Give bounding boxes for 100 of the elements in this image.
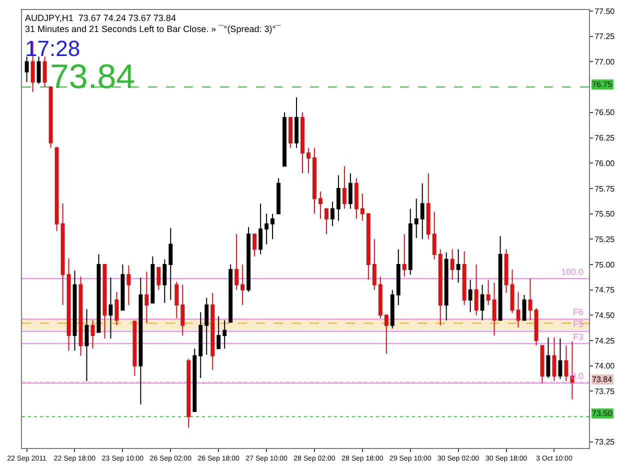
candlestick xyxy=(552,336,556,382)
candlestick xyxy=(108,277,113,339)
y-tick-label: 77.00 xyxy=(594,58,616,67)
candlestick xyxy=(66,258,71,352)
candlestick xyxy=(366,213,370,280)
candlestick xyxy=(186,358,191,428)
candlestick xyxy=(504,248,508,294)
candlestick xyxy=(36,56,41,85)
candlestick xyxy=(318,190,322,220)
candlestick xyxy=(192,348,197,412)
candlestick xyxy=(354,178,358,220)
y-tick-label: 77.25 xyxy=(594,32,616,42)
candlestick xyxy=(384,314,388,354)
candlestick xyxy=(270,213,274,240)
candlestick xyxy=(360,193,364,222)
candlestick xyxy=(348,172,352,210)
y-tick-label: 75.75 xyxy=(594,184,616,194)
ref-line-label: 73.84 xyxy=(592,375,613,384)
candlestick xyxy=(312,147,316,214)
candlestick xyxy=(102,264,107,339)
candlestick xyxy=(306,147,310,174)
candlestick xyxy=(300,112,304,174)
candlestick xyxy=(324,208,328,235)
y-tick-label: 75.25 xyxy=(594,234,616,244)
candlestick xyxy=(426,172,430,240)
candlestick xyxy=(564,345,568,382)
candlestick xyxy=(336,174,340,222)
candlestick xyxy=(90,320,95,350)
candlestick xyxy=(252,234,257,257)
candlestick xyxy=(24,56,29,82)
candlestick xyxy=(540,345,544,384)
candlestick xyxy=(78,276,83,356)
candlestick xyxy=(420,182,424,240)
chart-title: AUDJPY,H1 73.67 74.24 73.67 73.84 xyxy=(25,13,176,23)
ref-line-label: F5 xyxy=(573,319,584,329)
y-tick-label: 74.75 xyxy=(594,286,616,295)
candlestick xyxy=(444,252,448,321)
candlestick xyxy=(558,338,562,380)
y-tick-label: 76.00 xyxy=(594,158,616,168)
candlestick xyxy=(114,291,119,326)
candlestick xyxy=(168,227,173,300)
ref-line-label: 76.75 xyxy=(592,80,613,89)
candlestick xyxy=(282,112,286,167)
candlestick xyxy=(132,320,137,377)
candlestick xyxy=(396,248,400,306)
candlestick xyxy=(222,320,227,350)
candlestick xyxy=(486,279,490,306)
y-tick-label: 75.00 xyxy=(594,260,616,270)
candlestick xyxy=(126,265,131,306)
candlestick xyxy=(432,211,436,260)
candlestick xyxy=(330,201,334,226)
candlestick xyxy=(528,278,532,321)
candlestick xyxy=(240,264,245,306)
candlestick xyxy=(42,56,47,88)
candlestick xyxy=(516,291,520,328)
candlestick xyxy=(72,270,77,352)
candlestick xyxy=(54,146,59,232)
candlestick xyxy=(408,208,412,276)
candlestick xyxy=(48,86,53,148)
candlestick xyxy=(198,312,203,379)
y-tick-label: 74.25 xyxy=(594,336,616,346)
candlestick xyxy=(276,178,280,214)
candlestick xyxy=(474,264,478,316)
ref-line-label: F3 xyxy=(573,332,584,342)
candlestick xyxy=(492,282,496,336)
candlestick xyxy=(450,248,454,280)
y-tick-label: 74.00 xyxy=(594,362,616,371)
candlestick xyxy=(144,271,149,324)
candlestick xyxy=(84,308,89,382)
candlestick xyxy=(258,203,263,255)
ref-line-label: F6 xyxy=(573,307,584,317)
candlestick xyxy=(438,248,442,326)
candlestick xyxy=(534,308,538,346)
candlestick xyxy=(498,236,502,321)
candlestick xyxy=(156,267,161,290)
text: 31 Minutes and 21 Seconds Left to Bar Close. » ¯°(Spread: 3)°¯ xyxy=(25,24,282,34)
candlestick xyxy=(96,254,101,333)
annotation: 100.0 xyxy=(561,267,584,277)
candlestick xyxy=(468,279,472,313)
candlestick xyxy=(510,269,514,314)
candlestick xyxy=(162,258,167,304)
candlestick xyxy=(480,284,484,321)
y-tick-label: 77.50 xyxy=(594,6,616,16)
ref-line-label: 73.50 xyxy=(592,409,613,418)
candlestick xyxy=(402,234,406,278)
candlestick xyxy=(378,276,382,319)
candlestick xyxy=(228,264,233,323)
candlestick xyxy=(264,213,269,245)
candlestick xyxy=(246,226,251,292)
y-tick-label: 74.50 xyxy=(594,310,616,320)
candlestick xyxy=(216,316,221,350)
candlestick xyxy=(522,294,526,321)
y-tick-label: 76.25 xyxy=(594,134,616,143)
candlestick xyxy=(234,234,239,290)
candlestick xyxy=(288,116,292,148)
candlestick xyxy=(120,264,125,311)
candlestick xyxy=(372,238,376,290)
candlestick xyxy=(390,289,394,329)
candlestick xyxy=(414,198,418,239)
candlestick xyxy=(456,248,460,284)
